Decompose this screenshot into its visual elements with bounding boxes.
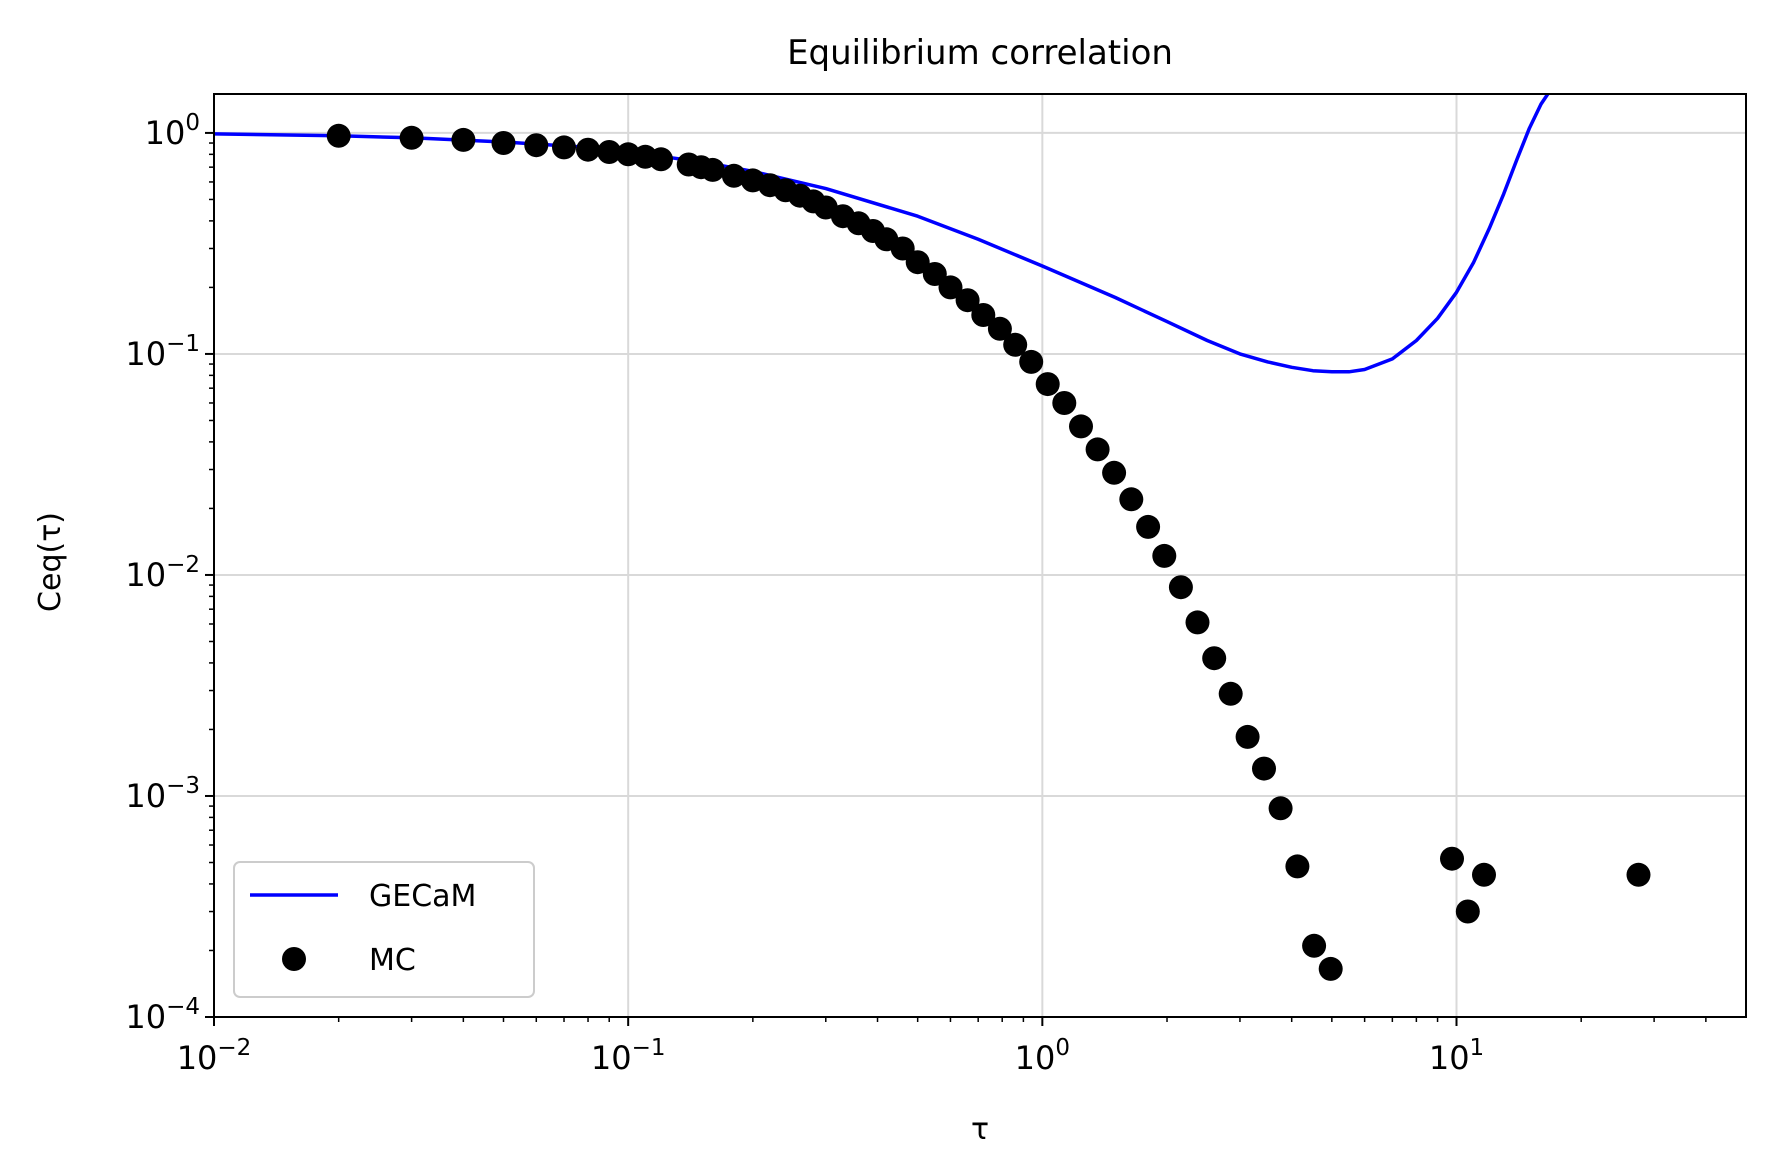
mc-point	[1052, 391, 1077, 415]
mc-point	[1035, 372, 1060, 397]
mc-point	[1318, 956, 1343, 981]
mc-point	[1302, 933, 1327, 958]
y-tick-label: 10−4	[125, 994, 200, 1036]
y-axis-title: Ceq(τ)	[33, 512, 68, 612]
mc-point	[1252, 756, 1276, 781]
mc-point	[1168, 575, 1193, 600]
mc-point	[1626, 862, 1651, 887]
y-tick-label: 100	[145, 110, 200, 152]
mc-point	[1019, 349, 1044, 374]
mc-point	[491, 131, 516, 155]
mc-point	[938, 275, 963, 300]
mc-point	[597, 140, 622, 164]
x-axis-title: τ	[971, 1112, 989, 1147]
mc-point	[1440, 846, 1464, 871]
mc-point	[700, 157, 725, 182]
mc-point	[552, 135, 576, 160]
legend-swatch-mc	[282, 947, 306, 971]
x-tick-label: 10−1	[591, 1035, 666, 1077]
mc-point	[1119, 487, 1144, 512]
mc-point	[1235, 724, 1260, 749]
mc-point	[1472, 862, 1496, 887]
x-tick-label: 100	[1015, 1035, 1070, 1077]
x-tick-label: 101	[1429, 1035, 1484, 1077]
mc-point	[955, 288, 980, 313]
mc-point	[1202, 646, 1227, 671]
mc-point	[1003, 332, 1028, 357]
mc-point	[576, 137, 600, 162]
legend-label: GECaM	[369, 879, 476, 914]
data-layer	[214, 94, 1651, 981]
y-tick-label: 10−1	[125, 331, 200, 373]
plot-area: 10−2 10−1 100 101 100 10−1 10−2 10−3 10−4	[125, 93, 1747, 1077]
mc-point	[524, 133, 549, 158]
mc-point	[1069, 414, 1093, 439]
mc-point	[451, 127, 476, 152]
plot-frame	[213, 93, 1747, 1018]
mc-point	[649, 147, 673, 172]
mc-point	[721, 163, 746, 188]
mc-point	[1455, 899, 1480, 924]
y-tick-label: 10−2	[125, 552, 200, 594]
mc-point	[1152, 543, 1177, 568]
mc-point	[971, 303, 996, 327]
y-tick-label: 10−3	[125, 773, 200, 815]
legend: GECaM MC	[233, 861, 535, 998]
mc-point	[922, 262, 947, 286]
mc-point	[1268, 796, 1293, 821]
mc-point	[905, 250, 930, 275]
chart-title: Equilibrium correlation	[787, 33, 1173, 73]
mc-point	[1218, 681, 1243, 706]
mc-point	[1185, 610, 1210, 635]
mc-point	[1102, 460, 1127, 485]
mc-point	[1136, 514, 1161, 539]
mc-point	[987, 316, 1012, 341]
x-tick-label: 10−2	[177, 1035, 252, 1077]
legend-label: MC	[369, 943, 416, 978]
mc-point	[1285, 854, 1310, 879]
mc-point	[399, 125, 424, 150]
mc-point	[1085, 437, 1110, 462]
mc-point	[326, 123, 351, 148]
